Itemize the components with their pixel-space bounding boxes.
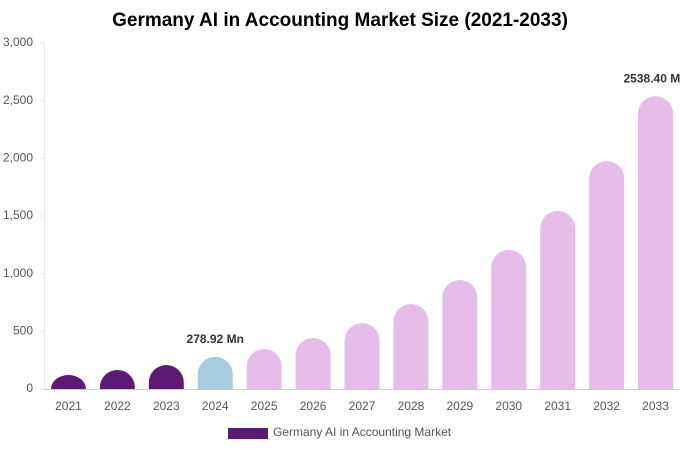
legend-label: Germany AI in Accounting Market — [273, 425, 452, 439]
legend-swatch — [228, 428, 268, 439]
x-tick-label: 2029 — [446, 399, 473, 413]
x-tick-label: 2032 — [593, 399, 620, 413]
bar — [148, 365, 184, 389]
y-tick-label: 2,500 — [3, 93, 33, 107]
bar — [295, 338, 331, 389]
x-tick-label: 2028 — [398, 399, 425, 413]
x-tick-label: 2022 — [104, 399, 131, 413]
y-tick-label: 2,000 — [3, 151, 33, 165]
bar — [246, 348, 282, 389]
y-tick-label: 0 — [26, 381, 33, 395]
bar — [442, 280, 478, 389]
bar — [99, 369, 135, 389]
y-tick-label: 1,500 — [3, 208, 33, 222]
y-tick-label: 500 — [13, 324, 33, 338]
x-tick-label: 2030 — [495, 399, 522, 413]
data-label: 2538.40 Mn — [624, 71, 680, 85]
x-tick-label: 2033 — [642, 399, 669, 413]
bar — [638, 96, 674, 390]
x-tick-label: 2024 — [202, 399, 229, 413]
x-tick-label: 2021 — [55, 399, 82, 413]
x-tick-label: 2023 — [153, 399, 180, 413]
y-tick-label: 3,000 — [3, 35, 33, 49]
bar — [50, 375, 86, 389]
bar — [491, 249, 527, 389]
bar — [589, 160, 625, 389]
bar — [393, 303, 429, 389]
x-tick-label: 2026 — [300, 399, 327, 413]
x-tick-label: 2031 — [544, 399, 571, 413]
data-label: 278.92 Mn — [187, 332, 244, 346]
x-tick-label: 2025 — [251, 399, 278, 413]
y-tick-label: 1,000 — [3, 266, 33, 280]
bar — [197, 356, 233, 389]
bar — [344, 323, 380, 389]
bar — [540, 210, 576, 389]
chart-title: Germany AI in Accounting Market Size (20… — [112, 10, 568, 31]
x-tick-label: 2027 — [349, 399, 376, 413]
